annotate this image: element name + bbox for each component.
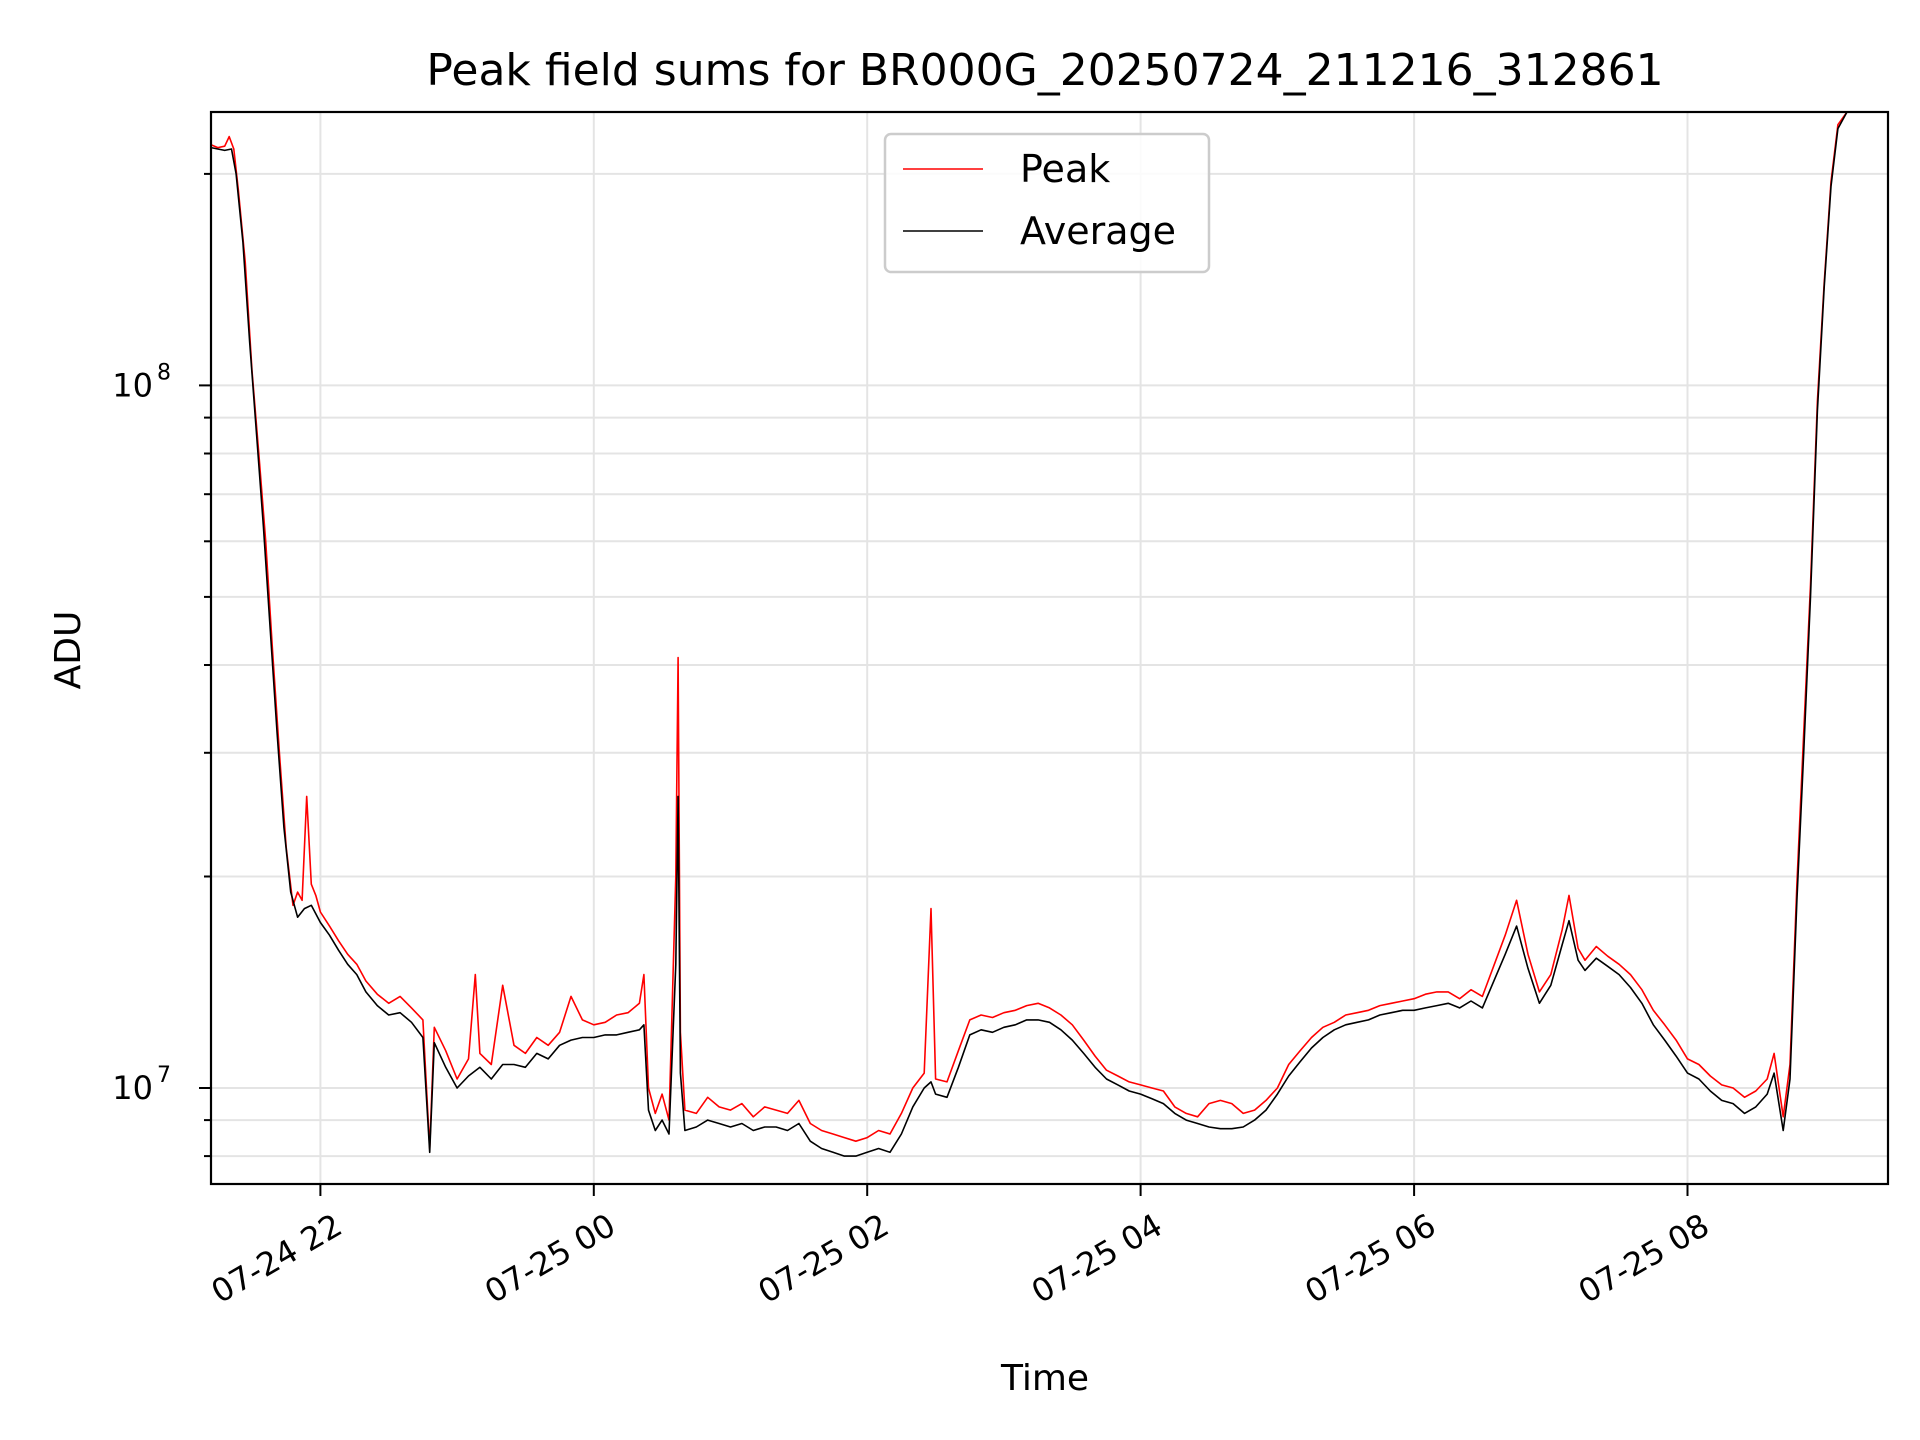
y-tick-exponent: 7 bbox=[157, 1063, 171, 1088]
chart-title: Peak field sums for BR000G_20250724_2112… bbox=[426, 45, 1663, 96]
legend-label-peak: Peak bbox=[1020, 147, 1110, 191]
legend-label-average: Average bbox=[1020, 209, 1176, 253]
y-tick-label: 10 bbox=[112, 366, 153, 404]
y-axis-title: ADU bbox=[48, 611, 89, 690]
plot-series bbox=[211, 112, 1888, 1157]
series-line-average bbox=[211, 112, 1888, 1157]
plot-frame bbox=[209, 110, 1890, 1186]
x-axis-title: Time bbox=[1000, 1358, 1089, 1399]
y-tick-exponent: 8 bbox=[157, 360, 171, 385]
y-tick-label: 10 bbox=[112, 1069, 153, 1107]
grid-lines bbox=[211, 112, 1888, 1184]
series-line-peak bbox=[211, 112, 1888, 1150]
legend: Peak Average bbox=[883, 132, 1211, 274]
